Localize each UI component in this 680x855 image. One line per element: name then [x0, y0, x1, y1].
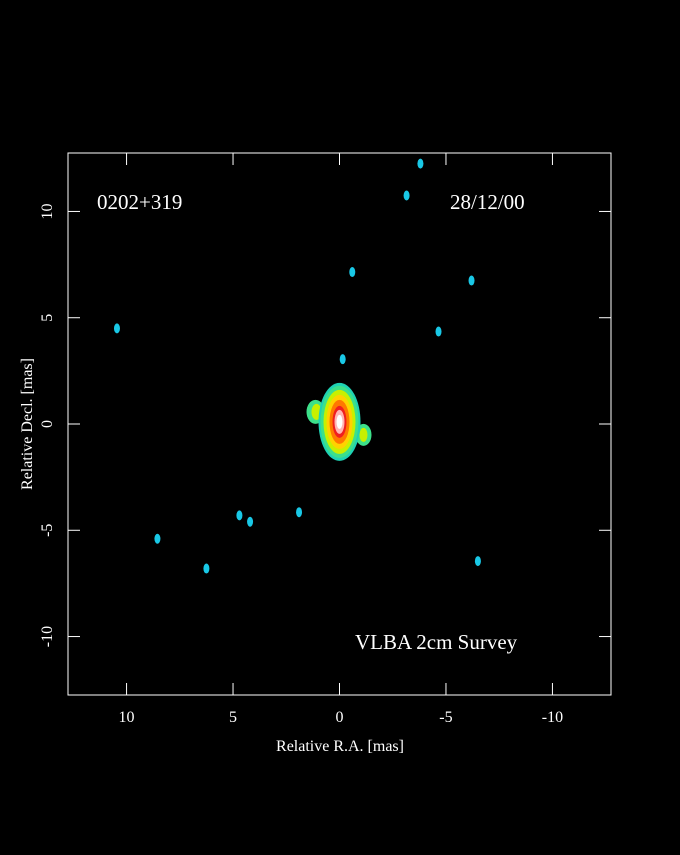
- x-tick-label: 5: [229, 709, 237, 726]
- emission-spot: [154, 533, 161, 544]
- y-axis-label: Relative Decl. [mas]: [19, 358, 36, 490]
- y-tick-label: -5: [39, 524, 56, 537]
- emission-spot: [339, 354, 346, 365]
- core-lobe: [359, 427, 368, 442]
- emission-spot: [474, 556, 481, 567]
- emission-spot: [435, 326, 442, 337]
- emission-spot: [296, 507, 303, 518]
- emission-spot: [236, 510, 243, 521]
- emission-spot: [417, 158, 424, 169]
- y-tick-label: -10: [39, 626, 56, 647]
- emission-spot: [349, 267, 356, 278]
- emission-spot: [468, 275, 475, 286]
- x-axis-label: Relative R.A. [mas]: [276, 738, 404, 755]
- source-name: 0202+319: [97, 190, 182, 214]
- x-tick-label: 0: [336, 709, 344, 726]
- annotation: VLBA 2cm Survey: [355, 630, 518, 654]
- emission-spot: [403, 190, 410, 201]
- epoch: 28/12/00: [450, 190, 525, 214]
- x-tick-label: -10: [542, 709, 563, 726]
- emission-spot: [113, 323, 120, 334]
- emission-spot: [247, 516, 254, 527]
- y-tick-label: 5: [39, 314, 56, 322]
- core-level: [336, 414, 343, 429]
- y-tick-label: 0: [39, 420, 56, 428]
- emission-spot: [203, 563, 210, 574]
- x-tick-label: 10: [119, 709, 135, 726]
- y-tick-label: 10: [39, 203, 56, 219]
- x-tick-label: -5: [439, 709, 452, 726]
